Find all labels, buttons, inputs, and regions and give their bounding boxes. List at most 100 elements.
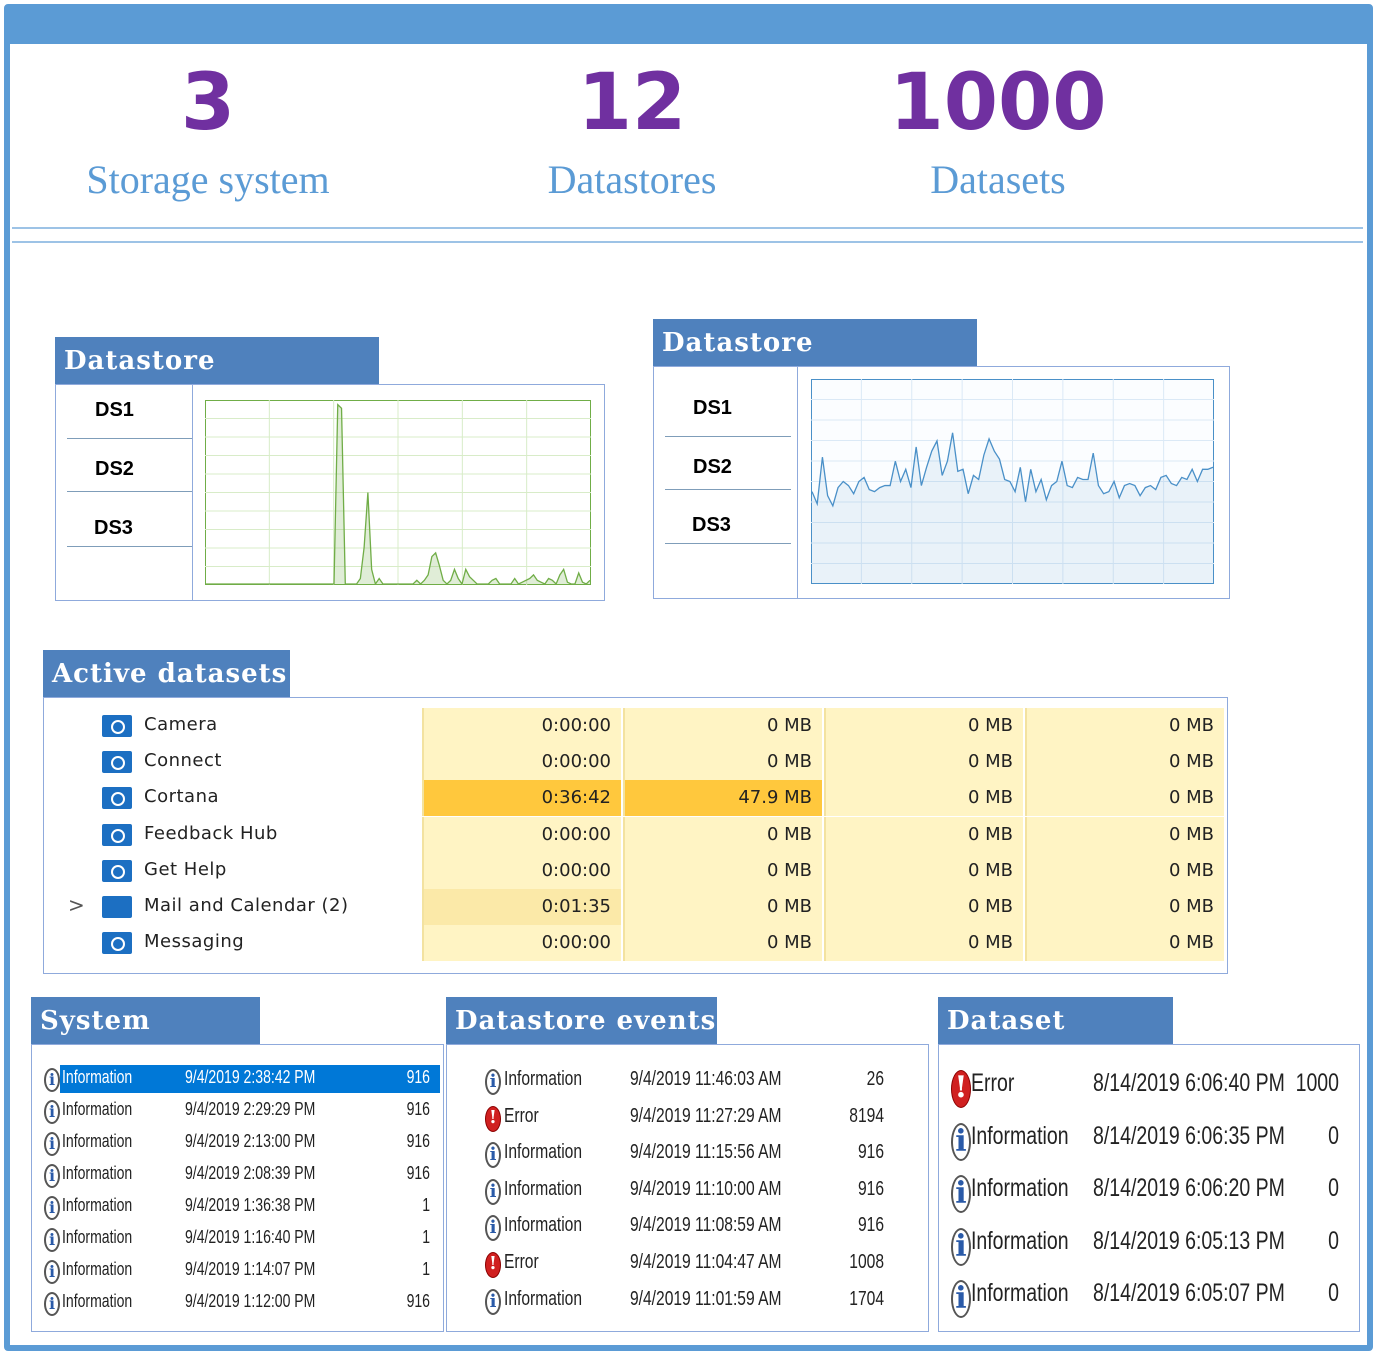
- event-id[interactable]: 916: [406, 1131, 430, 1151]
- event-level[interactable]: Information: [971, 1279, 1069, 1307]
- event-id[interactable]: 0: [1328, 1226, 1339, 1255]
- stat-value: 12: [577, 58, 687, 148]
- datastore-label[interactable]: DS2: [693, 456, 732, 478]
- event-date[interactable]: 9/4/2019 1:36:38 PM: [185, 1195, 316, 1215]
- event-date[interactable]: 9/4/2019 1:14:07 PM: [185, 1259, 316, 1279]
- stat-label: Storage system: [86, 157, 330, 202]
- event-level[interactable]: Information: [971, 1226, 1069, 1255]
- event-id[interactable]: 916: [406, 1099, 430, 1119]
- dataset-events-panel: Error 8/14/2019 6:06:40 PM 1000 Information…: [938, 1044, 1360, 1332]
- event-level[interactable]: Information: [971, 1121, 1069, 1150]
- table-row[interactable]: Camera 0:00:00 0 MB 0 MB 0 MB: [44, 708, 1224, 744]
- util-left-chart: [205, 400, 591, 585]
- event-level[interactable]: Information: [62, 1131, 133, 1151]
- system-events-panel: Information 9/4/2019 2:38:42 PM 916 Informa…: [31, 1044, 444, 1332]
- event-id[interactable]: 916: [857, 1141, 884, 1164]
- datastore-label[interactable]: DS1: [95, 399, 134, 421]
- event-level[interactable]: Information: [504, 1177, 583, 1200]
- information-icon: [951, 1227, 971, 1266]
- event-level[interactable]: Error: [504, 1104, 539, 1127]
- table-row[interactable]: Feedback Hub 0:00:00 0 MB 0 MB 0 MB: [44, 816, 1224, 853]
- event-id[interactable]: 1008: [849, 1251, 884, 1273]
- event-level[interactable]: Information: [62, 1195, 133, 1215]
- event-id[interactable]: 0: [1328, 1279, 1339, 1307]
- datastore-label[interactable]: DS2: [95, 458, 134, 480]
- event-id[interactable]: 0: [1328, 1121, 1339, 1150]
- event-date[interactable]: 9/4/2019 1:12:00 PM: [185, 1291, 316, 1311]
- datastore-label[interactable]: DS1: [693, 397, 732, 419]
- cell-c2: 47.9 MB: [623, 780, 822, 817]
- util-right-panel: DS1 DS2 DS3: [653, 366, 1230, 599]
- event-level[interactable]: Error: [971, 1069, 1015, 1097]
- table-row[interactable]: Messaging 0:00:00 0 MB 0 MB 0 MB: [44, 925, 1224, 962]
- event-level[interactable]: Information: [62, 1291, 133, 1311]
- dataset-name: Camera: [144, 714, 218, 735]
- event-date[interactable]: 9/4/2019 11:08:59 AM: [630, 1214, 782, 1237]
- active-datasets-title: Active datasets: [43, 650, 290, 698]
- event-id[interactable]: 916: [857, 1214, 884, 1237]
- event-id[interactable]: 916: [406, 1163, 430, 1183]
- cell-c4: 0 MB: [1025, 780, 1224, 817]
- event-date[interactable]: 9/4/2019 11:46:03 AM: [630, 1068, 782, 1090]
- event-date[interactable]: 8/14/2019 6:05:13 PM: [1093, 1226, 1285, 1255]
- datastore-label[interactable]: DS3: [94, 517, 133, 539]
- event-date[interactable]: 9/4/2019 11:15:56 AM: [630, 1141, 782, 1164]
- event-level[interactable]: Error: [504, 1251, 539, 1273]
- event-date[interactable]: 9/4/2019 2:29:29 PM: [185, 1099, 316, 1119]
- cell-time: 0:36:42: [422, 780, 621, 817]
- app-icon: [102, 932, 132, 955]
- datastore-label[interactable]: DS3: [692, 514, 731, 536]
- error-icon: [485, 1252, 501, 1278]
- dataset-name: Feedback Hub: [144, 822, 278, 844]
- information-icon: [44, 1068, 60, 1092]
- cell-time: 0:00:00: [422, 925, 621, 962]
- cell-c2: 0 MB: [623, 744, 822, 781]
- event-level[interactable]: Information: [62, 1099, 133, 1119]
- event-id[interactable]: 916: [406, 1291, 430, 1311]
- table-row[interactable]: > Mail and Calendar (2) 0:01:35 0 MB 0 MB 0 M…: [44, 889, 1224, 925]
- event-level[interactable]: Information: [504, 1287, 583, 1310]
- event-level[interactable]: Information: [62, 1259, 133, 1279]
- stat-datastores: 12 Datastores: [482, 64, 782, 202]
- event-id[interactable]: 1000: [1295, 1069, 1339, 1097]
- event-date[interactable]: 9/4/2019 2:08:39 PM: [185, 1163, 316, 1183]
- event-id[interactable]: 1: [422, 1259, 430, 1279]
- event-date[interactable]: 9/4/2019 2:38:42 PM: [185, 1067, 316, 1087]
- table-row[interactable]: Cortana 0:36:42 47.9 MB 0 MB 0 MB: [44, 780, 1224, 817]
- event-date[interactable]: 9/4/2019 11:04:47 AM: [630, 1251, 782, 1273]
- event-date[interactable]: 9/4/2019 11:10:00 AM: [630, 1177, 782, 1200]
- event-id[interactable]: 26: [866, 1068, 884, 1090]
- event-level[interactable]: Information: [971, 1174, 1069, 1202]
- event-id[interactable]: 916: [857, 1177, 884, 1200]
- event-date[interactable]: 9/4/2019 1:16:40 PM: [185, 1227, 316, 1247]
- table-row[interactable]: Connect 0:00:00 0 MB 0 MB 0 MB: [44, 744, 1224, 781]
- event-id[interactable]: 1704: [849, 1287, 884, 1310]
- event-id[interactable]: 1: [422, 1227, 430, 1247]
- event-level[interactable]: Information: [504, 1141, 583, 1164]
- event-date[interactable]: 9/4/2019 2:13:00 PM: [185, 1131, 316, 1151]
- event-level[interactable]: Information: [62, 1227, 133, 1247]
- dataset-name: Messaging: [144, 931, 245, 953]
- event-level[interactable]: Information: [62, 1067, 133, 1087]
- event-date[interactable]: 8/14/2019 6:06:40 PM: [1093, 1069, 1285, 1097]
- event-date[interactable]: 9/4/2019 11:01:59 AM: [630, 1287, 782, 1310]
- event-id[interactable]: 916: [406, 1067, 430, 1087]
- event-level[interactable]: Information: [62, 1163, 133, 1183]
- event-date[interactable]: 9/4/2019 11:27:29 AM: [630, 1104, 782, 1127]
- table-row[interactable]: Get Help 0:00:00 0 MB 0 MB 0 MB: [44, 852, 1224, 889]
- information-icon: [44, 1100, 60, 1124]
- event-level[interactable]: Information: [504, 1214, 583, 1237]
- event-level[interactable]: Information: [504, 1068, 583, 1090]
- event-date[interactable]: 8/14/2019 6:05:07 PM: [1093, 1279, 1285, 1307]
- cell-c3: 0 MB: [824, 925, 1023, 962]
- app-icon: [102, 859, 132, 882]
- event-id[interactable]: 8194: [849, 1104, 884, 1127]
- selected-row-highlight[interactable]: [60, 1065, 440, 1093]
- util-right-title: Datastore utilization: [653, 319, 977, 406]
- event-date[interactable]: 8/14/2019 6:06:20 PM: [1093, 1174, 1285, 1202]
- event-id[interactable]: 1: [422, 1195, 430, 1215]
- expand-chevron-icon[interactable]: >: [68, 893, 85, 917]
- event-date[interactable]: 8/14/2019 6:06:35 PM: [1093, 1121, 1285, 1150]
- stat-label: Datasets: [930, 157, 1066, 202]
- event-id[interactable]: 0: [1328, 1174, 1339, 1202]
